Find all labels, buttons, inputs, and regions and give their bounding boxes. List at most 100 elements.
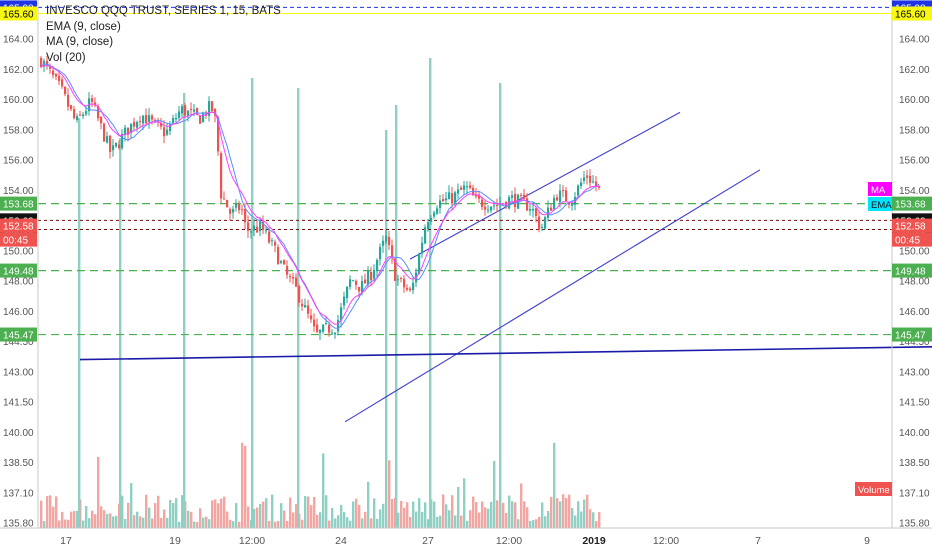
candle-body — [325, 322, 328, 324]
candle-body — [439, 200, 442, 209]
volume-bar — [175, 498, 178, 528]
volume-bar — [451, 495, 454, 528]
candle-body — [394, 258, 397, 281]
x-tick-label: 12:00 — [239, 535, 265, 547]
volume-bar — [220, 498, 223, 528]
candle-body — [478, 194, 481, 199]
volume-bar — [127, 502, 130, 528]
candle-body — [292, 277, 295, 279]
candle-body — [184, 105, 187, 116]
candle-body — [586, 175, 589, 178]
candle-body — [118, 144, 121, 149]
trendline-channel-lower — [344, 169, 761, 423]
candle-body — [592, 181, 595, 183]
volume-bar — [580, 511, 583, 528]
candle-body — [445, 198, 448, 201]
volume-bar — [523, 501, 526, 528]
volume-bar — [439, 515, 442, 528]
volume-bar — [58, 520, 61, 528]
candle-body — [307, 305, 310, 314]
candle-body — [490, 206, 493, 211]
candle-body — [196, 107, 199, 115]
y-tick-label-left: 164.00 — [3, 35, 34, 46]
candle-body — [358, 286, 361, 292]
volume-bar — [553, 442, 556, 528]
volume-bar — [493, 460, 496, 528]
volume-bar — [541, 502, 544, 528]
candle-body — [253, 225, 256, 231]
candle-body — [349, 279, 352, 287]
volume-bar — [148, 507, 151, 528]
trendline-support — [79, 346, 932, 361]
candle-body — [583, 177, 586, 181]
volume-bar — [463, 478, 466, 528]
volume-bar — [130, 483, 133, 528]
candle-body — [556, 197, 559, 201]
candle-body — [388, 236, 391, 246]
x-tick-label: 7 — [755, 535, 761, 547]
legend-ma: MA (9, close) — [46, 36, 114, 48]
volume-bar — [322, 453, 325, 528]
volume-bar — [112, 516, 115, 528]
volume-bar — [421, 511, 424, 528]
candle-body — [379, 247, 382, 260]
volume-bar — [424, 502, 427, 528]
level-tag-label: 165.60 — [895, 9, 926, 20]
volume-bar — [499, 83, 502, 528]
candle-body — [454, 192, 457, 204]
y-tick-label-right: 162.00 — [899, 65, 930, 76]
volume-bar — [238, 521, 241, 528]
volume-bar — [85, 505, 88, 528]
volume-bar — [400, 500, 403, 528]
candle-body — [598, 185, 601, 188]
candle-body — [541, 226, 544, 228]
candle-body — [211, 101, 214, 111]
volume-bar — [388, 460, 391, 528]
volume-bar — [460, 515, 463, 528]
volume-bar — [181, 495, 184, 528]
candle-body — [580, 182, 583, 186]
candle-body — [166, 129, 169, 135]
y-tick-label-left: 160.00 — [3, 95, 34, 106]
volume-bar — [358, 504, 361, 528]
volume-bar — [109, 513, 112, 528]
indicator-tag-box — [868, 182, 892, 196]
volume-bar — [436, 516, 439, 528]
y-tick-label-left: 148.00 — [3, 277, 34, 288]
candle-body — [328, 324, 331, 333]
volume-bar — [403, 507, 406, 528]
volume-bar — [187, 510, 190, 528]
volume-bar — [262, 501, 265, 528]
y-tick-label-left: 141.50 — [3, 398, 34, 409]
volume-bar — [364, 511, 367, 528]
x-tick-label: 9 — [864, 535, 870, 547]
volume-bar — [178, 521, 181, 528]
volume-tag-label: Volume — [858, 485, 890, 496]
volume-bar — [119, 138, 122, 528]
candle-body — [298, 286, 301, 303]
level-tag-box — [0, 6, 37, 21]
candle-body — [247, 222, 250, 231]
volume-bar — [94, 514, 97, 528]
candle-body — [355, 280, 358, 286]
candle-body — [424, 227, 427, 244]
candle-body — [229, 209, 232, 214]
volume-bar — [91, 510, 94, 528]
volume-bar — [370, 518, 373, 528]
volume-bar — [297, 88, 300, 528]
candle-body — [406, 287, 409, 290]
volume-bar — [562, 494, 565, 528]
candle-body — [91, 98, 94, 102]
volume-bar — [589, 509, 592, 528]
y-tick-label-right: 138.50 — [899, 458, 930, 469]
volume-bar — [574, 515, 577, 528]
volume-bar — [448, 510, 451, 528]
volume-bar — [544, 516, 547, 528]
candle-body — [127, 127, 130, 135]
volume-bar — [229, 519, 232, 528]
candle-body — [595, 181, 598, 187]
y-tick-label-left: 158.00 — [3, 125, 34, 136]
price-tag-box — [0, 218, 37, 233]
volume-bar — [142, 517, 145, 528]
